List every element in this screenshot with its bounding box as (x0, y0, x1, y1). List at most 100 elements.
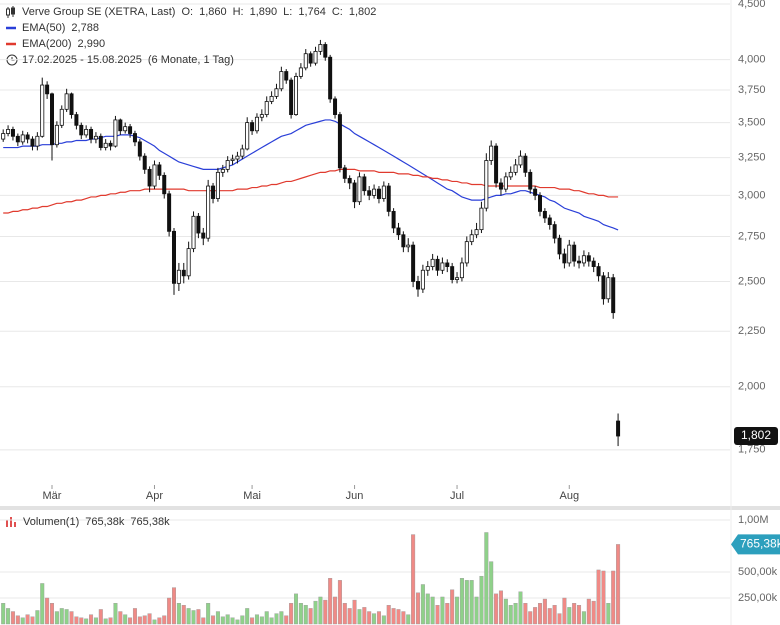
candle-body (225, 160, 230, 170)
volume-bar (357, 609, 362, 625)
candle-body (459, 262, 464, 279)
candle-body (396, 227, 401, 236)
candle-body (323, 44, 328, 58)
candle-body (572, 244, 577, 262)
panel-separator (0, 506, 780, 510)
legend-value: 2,990 (78, 38, 106, 50)
volume-bar (406, 614, 411, 625)
volume-bar (494, 593, 499, 625)
y-tick-label: 2,000 (738, 381, 766, 393)
candle-body (89, 129, 94, 140)
volume-bar (108, 617, 113, 625)
candle-body (586, 255, 591, 262)
volume-bar (381, 615, 386, 625)
volume-bar (513, 603, 518, 625)
candle-body (264, 101, 269, 115)
candle-body (93, 135, 98, 140)
candle-body (289, 79, 294, 115)
volume-bar (25, 614, 30, 625)
volume-bar (352, 599, 357, 625)
x-tick-label: Mai (243, 490, 261, 502)
candle-body (489, 145, 494, 161)
volume-bar (167, 597, 172, 625)
volume-bar (98, 609, 103, 625)
ohlc-label: H: (233, 6, 244, 18)
y-tick-label: 1,750 (738, 444, 766, 456)
candle-body (206, 185, 211, 239)
volume-bar (542, 598, 547, 625)
candle-body (367, 190, 372, 196)
candle-body (420, 269, 425, 290)
y-tick-label: 3,250 (738, 152, 766, 164)
candle-body (298, 67, 303, 77)
volume-bar (220, 616, 225, 625)
legend-value: 2,788 (71, 22, 99, 34)
candle-body (176, 269, 181, 284)
y-tick-label: 2,500 (738, 275, 766, 287)
volume-bar (137, 616, 142, 625)
volume-bar (347, 608, 352, 625)
candle-body (362, 176, 367, 192)
candle-body (479, 207, 484, 231)
volume-bar (396, 609, 401, 625)
volume-value: 765,38k (130, 516, 170, 528)
candle-body (201, 232, 206, 239)
candle-body (269, 95, 274, 102)
candle-body (157, 164, 162, 176)
volume-bar (459, 578, 464, 625)
volume-bar (289, 603, 294, 625)
ohlc-value: 1,764 (298, 6, 326, 18)
volume-bar (152, 619, 157, 625)
chart-title: Verve Group SE (XETRA, Last) (22, 6, 175, 18)
candle-body (533, 188, 538, 196)
volume-bar (240, 615, 245, 625)
candle-body (54, 124, 59, 146)
candle-body (230, 158, 235, 161)
candle-body (538, 194, 543, 212)
volume-value: 765,38k (85, 516, 125, 528)
candle-body (211, 185, 216, 199)
candle-body (98, 135, 103, 148)
candle-body (50, 93, 55, 146)
volume-bar (279, 611, 284, 625)
candle-body (123, 126, 128, 132)
volume-bar (450, 589, 455, 625)
volume-bar (372, 613, 377, 625)
volume-bar (147, 613, 152, 625)
candle-body (562, 253, 567, 264)
volume-bar (489, 561, 494, 625)
volume-bar (298, 603, 303, 625)
volume-bar (386, 605, 391, 625)
ema-line (3, 168, 619, 214)
volume-bar (132, 608, 137, 625)
candle-body (547, 217, 552, 225)
candle-body (401, 234, 406, 248)
volume-bar (523, 603, 528, 625)
volume-bar (469, 580, 474, 625)
volume-bar (264, 611, 269, 625)
volume-bar (196, 609, 201, 625)
y-tick-label: 500,00k (738, 566, 778, 578)
volume-bar (362, 607, 367, 625)
candle-body (79, 124, 84, 136)
volume-bar (162, 615, 167, 625)
volume-bar (79, 617, 84, 625)
candle-body (240, 148, 245, 157)
volume-bar (518, 591, 523, 625)
candle-body (342, 167, 347, 179)
candle-body (415, 281, 420, 290)
candle-body (337, 114, 342, 169)
candle-body (274, 88, 279, 97)
volume-bar (269, 617, 274, 625)
ohlc-value: 1,860 (199, 6, 227, 18)
candle-body (347, 177, 352, 184)
volume-bar (64, 609, 69, 625)
candle-body (254, 116, 259, 132)
candle-body (45, 84, 50, 95)
candle-body (430, 258, 435, 267)
volume-bar (562, 597, 567, 625)
candle-body (137, 141, 142, 157)
volume-bar (596, 569, 601, 625)
candle-body (445, 262, 450, 267)
volume-bar (323, 599, 328, 625)
